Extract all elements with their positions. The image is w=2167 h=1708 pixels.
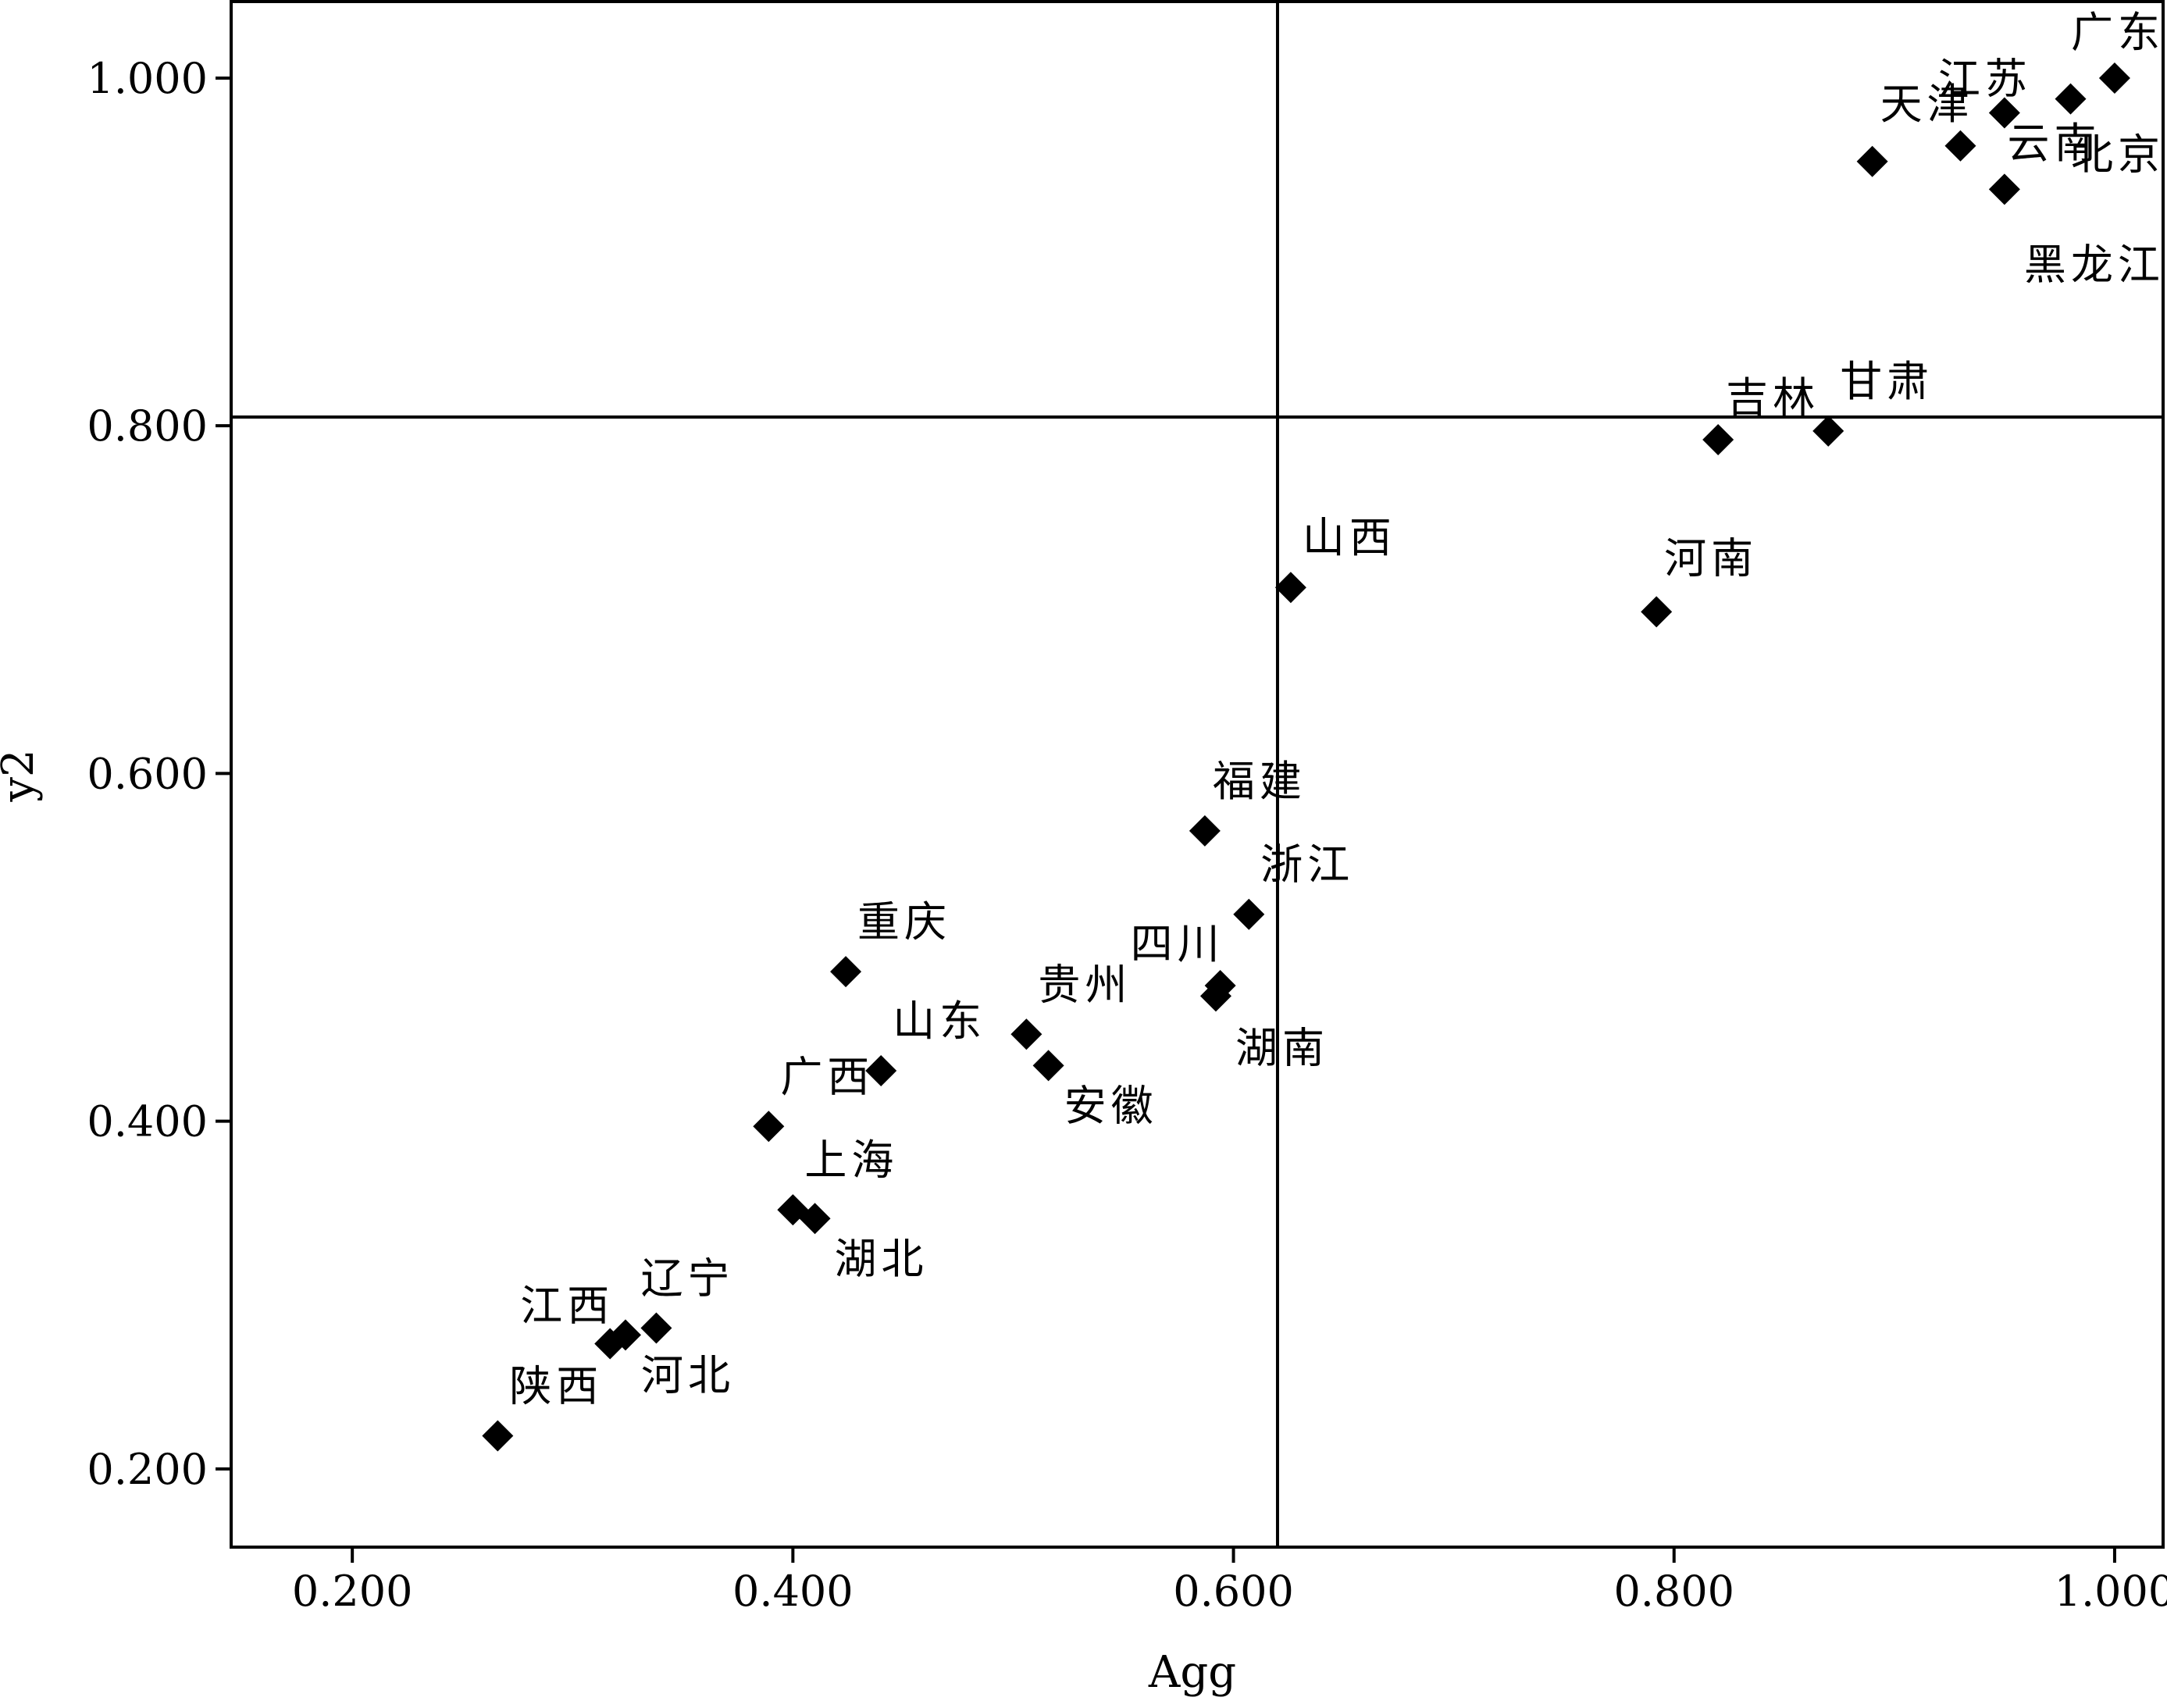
y-axis-title: y2 [0, 749, 44, 802]
x-tick-label: 0.800 [1613, 1567, 1734, 1616]
point-label: 陕西 [509, 1362, 603, 1411]
point-label: 云南 [2007, 119, 2101, 168]
data-point [2055, 83, 2087, 115]
data-point [2098, 62, 2130, 94]
y-tick-label: 0.800 [87, 401, 208, 451]
point-label: 广东 [2071, 8, 2165, 57]
y-tick-label: 0.600 [87, 749, 208, 798]
point-label: 黑龙江 [2024, 240, 2165, 289]
data-point [482, 1420, 514, 1452]
point-label: 湖南 [1235, 1023, 1329, 1072]
point-label: 安徽 [1064, 1081, 1158, 1130]
point-label: 重庆 [857, 897, 951, 947]
data-point [1812, 415, 1844, 447]
y-tick-label: 0.200 [87, 1445, 208, 1494]
y-tick-label: 0.400 [87, 1097, 208, 1146]
point-label: 山西 [1303, 513, 1396, 562]
data-point [1010, 1018, 1043, 1050]
data-point [1199, 980, 1231, 1012]
data-point [830, 956, 862, 988]
x-axis-title: Agg [1148, 1647, 1236, 1698]
point-label: 天津 [1880, 80, 1974, 129]
point-label: 四川 [1131, 919, 1224, 968]
data-points [482, 62, 2130, 1452]
point-label: 山东 [893, 997, 986, 1046]
data-point [1641, 596, 1673, 628]
data-point [594, 1328, 626, 1360]
data-point [753, 1111, 785, 1143]
data-point [1189, 815, 1221, 847]
point-label: 贵州 [1038, 960, 1132, 1009]
y-tick-label: 1.000 [87, 54, 208, 103]
data-point [1702, 423, 1734, 455]
x-tick-label: 1.000 [2055, 1567, 2167, 1616]
data-point [1233, 898, 1265, 930]
point-label: 吉林 [1726, 373, 1819, 423]
point-label: 河南 [1664, 533, 1758, 583]
x-tick-label: 0.400 [732, 1567, 854, 1616]
point-label: 广西 [780, 1052, 874, 1101]
data-point [777, 1194, 809, 1226]
data-point [1856, 145, 1888, 177]
x-ticks: 0.200 0.400 0.600 0.800 1.000 [292, 1547, 2167, 1616]
point-label: 北京 [2071, 130, 2165, 180]
data-point [1274, 572, 1306, 604]
x-tick-label: 0.200 [292, 1567, 413, 1616]
x-tick-label: 0.600 [1173, 1567, 1294, 1616]
point-label: 甘肃 [1840, 357, 1934, 406]
point-label: 浙江 [1260, 840, 1354, 890]
y-ticks: 0.200 0.400 0.600 0.800 1.000 [87, 54, 231, 1494]
point-label: 湖北 [835, 1234, 928, 1283]
data-point [865, 1055, 897, 1087]
point-label: 上海 [804, 1136, 898, 1185]
data-point [1988, 173, 2020, 205]
data-point [1988, 97, 2020, 129]
data-point [640, 1312, 672, 1344]
point-label: 辽宁 [640, 1254, 734, 1303]
data-point [1032, 1050, 1064, 1082]
point-label: 江苏 [1938, 54, 2032, 103]
point-label: 江西 [520, 1282, 614, 1331]
point-label: 河北 [641, 1350, 735, 1400]
data-point [799, 1203, 831, 1235]
point-label: 福建 [1213, 757, 1306, 806]
data-point [1944, 130, 1976, 162]
